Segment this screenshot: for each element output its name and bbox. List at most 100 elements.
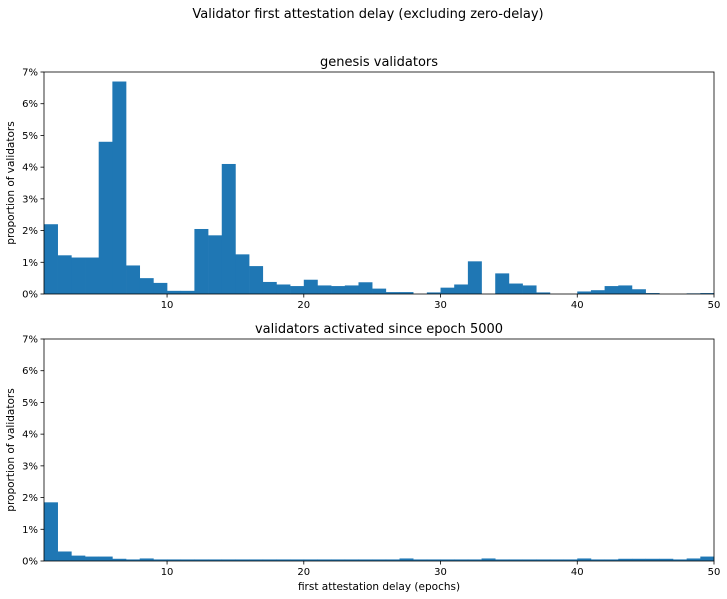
histogram-bar <box>153 282 168 294</box>
histogram-bar <box>126 559 141 561</box>
histogram-bars <box>44 502 715 561</box>
histogram-bar <box>631 289 646 294</box>
y-tick-label: 5% <box>22 398 38 409</box>
histogram-bar <box>276 284 291 294</box>
histogram-bar <box>208 559 223 561</box>
histogram-bar <box>126 265 141 294</box>
histogram-bar <box>208 235 223 294</box>
histogram-bar <box>426 559 441 561</box>
histogram-bar <box>358 559 373 561</box>
histogram-bar <box>44 224 58 294</box>
histogram-bar <box>180 290 195 294</box>
y-tick-label: 7% <box>22 68 38 79</box>
histogram-bar <box>399 558 414 561</box>
x-axis-label: first attestation delay (epochs) <box>298 581 460 593</box>
histogram-bar <box>563 559 578 561</box>
y-tick-label: 5% <box>22 131 38 142</box>
x-tick-label: 50 <box>708 300 721 311</box>
histogram-bar <box>167 559 182 561</box>
histogram-bar <box>590 559 605 561</box>
y-tick-label: 3% <box>22 461 38 472</box>
histogram-bar <box>467 559 482 561</box>
histogram-bar <box>385 292 400 294</box>
x-tick-label: 40 <box>571 567 584 578</box>
y-tick-label: 1% <box>22 258 38 269</box>
y-tick-label: 3% <box>22 194 38 205</box>
histogram-bar <box>631 558 646 561</box>
histogram-bar <box>139 558 154 561</box>
histogram-bar <box>604 286 619 294</box>
histogram-bar <box>577 558 592 561</box>
histogram-bar <box>139 278 154 294</box>
histogram-bar <box>249 266 264 294</box>
histogram-bar <box>221 559 236 561</box>
axes-frame <box>43 338 715 562</box>
y-tick-label: 6% <box>22 366 38 377</box>
histogram-bar <box>495 273 510 294</box>
x-tick-label: 20 <box>297 567 310 578</box>
histogram-bar <box>440 559 455 561</box>
histogram-bar <box>303 279 318 294</box>
histogram-bar <box>672 559 687 561</box>
histogram-bar <box>290 559 305 561</box>
histogram-bar <box>536 292 551 294</box>
histogram-bar <box>71 257 86 294</box>
histogram-bar <box>659 558 674 561</box>
histogram-bar <box>98 556 113 561</box>
subplot-genesis-validators: genesis validators 10 20 30 40 50 0% 1% 2% 3% 4% 5%… <box>5 55 720 311</box>
figure-suptitle: Validator first attestation delay (exclu… <box>192 7 543 22</box>
histogram-bar <box>536 559 551 561</box>
histogram-bar <box>522 559 537 561</box>
subplot-title: genesis validators <box>320 55 438 70</box>
histogram-bar <box>194 559 209 561</box>
histogram-bar <box>399 292 414 294</box>
histogram-bar <box>686 558 701 561</box>
histogram-bar <box>385 559 400 561</box>
histogram-bar <box>249 559 264 561</box>
histogram-bar <box>331 286 346 294</box>
y-tick-label: 0% <box>22 557 38 568</box>
histogram-bar <box>85 257 99 294</box>
histogram-bar <box>372 288 387 294</box>
histogram-bar <box>112 558 127 561</box>
histogram-bar <box>413 559 428 561</box>
histogram-bar <box>167 290 182 294</box>
histogram-bar <box>71 555 86 561</box>
y-tick-label: 2% <box>22 493 38 504</box>
histogram-bar <box>358 282 373 294</box>
axes-frame <box>43 71 715 295</box>
histogram-bar <box>426 292 441 294</box>
histogram-bar <box>454 284 469 294</box>
histogram-bar <box>495 559 510 561</box>
histogram-bar <box>618 558 633 561</box>
histogram-bars <box>44 81 715 294</box>
histogram-bar <box>645 293 660 294</box>
histogram-bar <box>290 286 305 294</box>
histogram-bar <box>262 559 277 561</box>
histogram-bar <box>549 559 564 561</box>
histogram-bar <box>57 255 72 294</box>
histogram-bar <box>700 556 715 561</box>
y-axis-label: proportion of validators <box>5 121 17 244</box>
histogram-bar <box>153 559 168 561</box>
histogram-bar <box>331 559 346 561</box>
x-tick-label: 40 <box>571 300 584 311</box>
histogram-bar <box>221 163 236 294</box>
y-tick-label: 2% <box>22 226 38 237</box>
histogram-bar <box>98 141 113 294</box>
y-tick-label: 1% <box>22 525 38 536</box>
y-tick-label: 6% <box>22 99 38 110</box>
x-tick-label: 50 <box>708 567 721 578</box>
histogram-bar <box>604 559 619 561</box>
histogram-bar <box>508 283 523 294</box>
histogram-bar <box>522 285 537 294</box>
histogram-bar <box>344 559 359 561</box>
histogram-bar <box>194 228 209 294</box>
histogram-bar <box>57 551 72 561</box>
y-tick-label: 7% <box>22 335 38 346</box>
histogram-bar <box>508 559 523 561</box>
histogram-bar <box>344 285 359 294</box>
histogram-bar <box>481 558 496 561</box>
histogram-bar <box>262 281 277 294</box>
histogram-bar <box>372 559 387 561</box>
